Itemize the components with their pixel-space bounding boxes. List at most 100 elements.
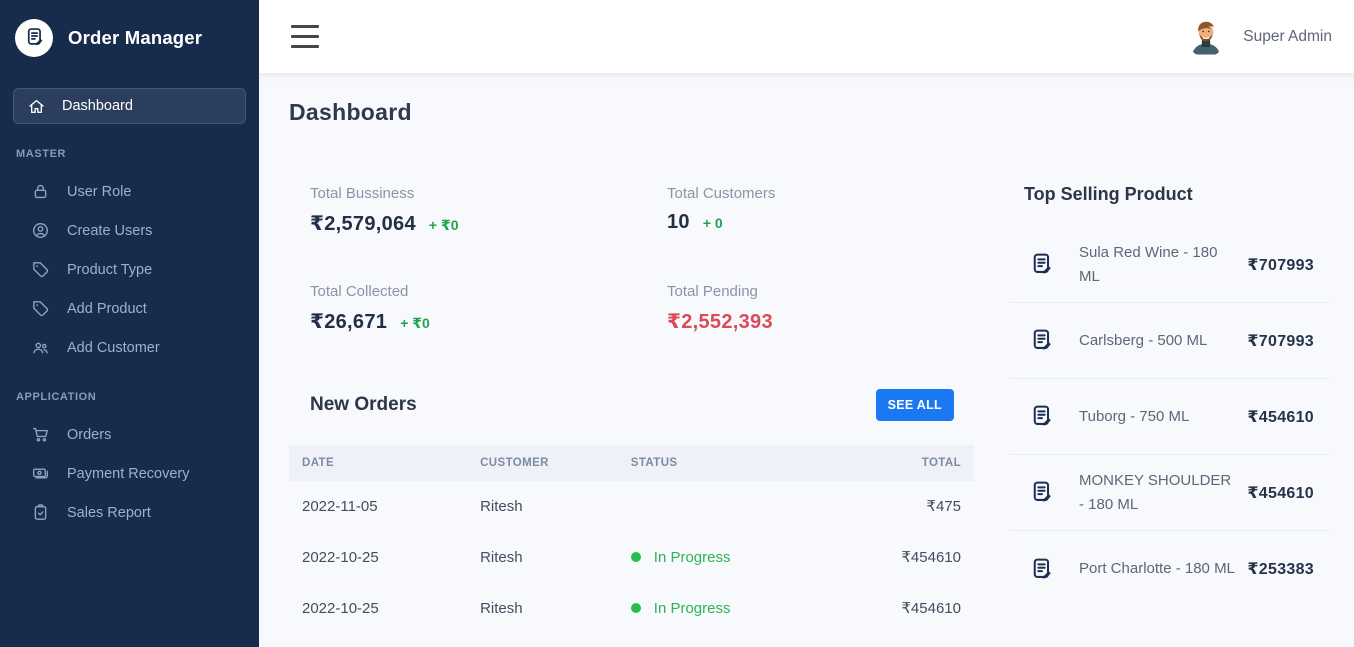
- sidebar-item-label: Sales Report: [67, 504, 151, 521]
- sidebar: Order Manager Dashboard MASTER User Role: [0, 0, 259, 647]
- stat-value: ₹2,579,064: [310, 213, 416, 235]
- sidebar-item-orders[interactable]: Orders: [0, 415, 259, 454]
- brand-title: Order Manager: [68, 26, 203, 48]
- order-total: ₹475: [926, 498, 961, 515]
- sidebar-item-create-users[interactable]: Create Users: [0, 211, 259, 250]
- note-edit-icon: [1028, 403, 1055, 430]
- topbar: Super Admin: [259, 0, 1354, 73]
- status-text: In Progress: [653, 599, 731, 617]
- user-name: Super Admin: [1243, 27, 1332, 45]
- user-menu[interactable]: Super Admin: [1186, 16, 1332, 57]
- sidebar-item-label: Dashboard: [62, 98, 133, 114]
- see-all-button[interactable]: SEE ALL: [875, 389, 954, 421]
- stat-label: Total Collected: [310, 283, 409, 300]
- list-item: Sula Red Wine - 180 ML ₹707993: [1010, 227, 1330, 303]
- home-icon: [27, 97, 46, 116]
- page-title: Dashboard: [289, 99, 412, 125]
- sidebar-item-label: Product Type: [67, 261, 153, 278]
- avatar: [1186, 16, 1227, 57]
- stat-value: ₹26,671: [310, 311, 388, 333]
- sidebar-item-label: Create Users: [67, 222, 153, 239]
- order-date: 2022-10-25: [302, 599, 379, 617]
- list-item: MONKEY SHOULDER - 180 ML ₹454610: [1010, 455, 1330, 531]
- stat-delta: + ₹0: [400, 315, 430, 331]
- product-price: ₹707993: [1247, 332, 1314, 350]
- order-customer: Ritesh: [480, 599, 523, 617]
- list-item: Tuborg - 750 ML ₹454610: [1010, 379, 1330, 455]
- sidebar-item-product-type[interactable]: Product Type: [0, 250, 259, 289]
- product-price: ₹454610: [1247, 408, 1314, 426]
- user-circle-icon: [31, 221, 50, 240]
- order-date: 2022-11-05: [302, 497, 378, 515]
- note-edit-icon: [1028, 556, 1055, 583]
- status-text: In Progress: [653, 548, 731, 566]
- order-total: ₹454610: [901, 549, 961, 566]
- user-group-icon: [31, 338, 50, 357]
- stats-grid: Total Bussiness ₹2,579,064 + ₹0 Total Cu…: [289, 172, 974, 334]
- sidebar-item-label: Add Product: [67, 300, 147, 317]
- product-name: MONKEY SHOULDER - 180 ML: [1079, 472, 1232, 513]
- column-header-status: STATUS: [630, 457, 678, 469]
- column-header-customer: CUSTOMER: [480, 457, 549, 469]
- table-row[interactable]: 2022-10-25 Ritesh In Progress ₹454610: [289, 583, 974, 634]
- product-name: Carlsberg - 500 ML: [1079, 331, 1208, 349]
- section-label-application: APPLICATION: [16, 391, 97, 403]
- table-row[interactable]: 2022-10-25 Ritesh In Progress ₹454610: [289, 532, 974, 583]
- sidebar-item-label: User Role: [67, 183, 132, 200]
- sidebar-item-label: Payment Recovery: [67, 465, 190, 482]
- column-header-date: DATE: [302, 457, 335, 469]
- stat-total-collected: Total Collected ₹26,671 + ₹0: [310, 283, 667, 334]
- sidebar-item-user-role[interactable]: User Role: [0, 172, 259, 211]
- order-status: [618, 481, 824, 532]
- column-header-total: TOTAL: [921, 457, 961, 469]
- top-selling-panel: Top Selling Product Sula Red Wine - 180 …: [1010, 172, 1330, 634]
- brand: Order Manager: [0, 0, 259, 73]
- tag-icon: [31, 260, 50, 279]
- status-dot-icon: [630, 603, 641, 613]
- stat-total-pending: Total Pending ₹2,552,393: [667, 283, 974, 334]
- note-edit-icon: [1028, 251, 1055, 278]
- sidebar-item-label: Add Customer: [67, 339, 160, 356]
- status-dot-icon: [630, 552, 641, 562]
- stat-label: Total Customers: [667, 185, 776, 202]
- stat-delta: + 0: [702, 215, 723, 231]
- product-price: ₹454610: [1247, 484, 1314, 502]
- cash-icon: [31, 464, 50, 483]
- stat-total-bussiness: Total Bussiness ₹2,579,064 + ₹0: [310, 185, 667, 236]
- order-manager-logo-icon: [15, 18, 53, 57]
- sidebar-item-dashboard[interactable]: Dashboard: [13, 88, 246, 124]
- cart-icon: [31, 425, 50, 444]
- sidebar-item-add-product[interactable]: Add Product: [0, 289, 259, 328]
- sidebar-item-sales-report[interactable]: Sales Report: [0, 493, 259, 532]
- table-row[interactable]: 2022-11-05 Ritesh ₹475: [289, 481, 974, 532]
- list-item: Carlsberg - 500 ML ₹707993: [1010, 303, 1330, 379]
- main-area: Super Admin Dashboard Total Bussiness ₹2…: [259, 0, 1354, 647]
- product-price: ₹707993: [1247, 256, 1314, 274]
- tag-icon: [31, 299, 50, 318]
- new-orders-header: New Orders SEE ALL: [289, 389, 974, 421]
- order-date: 2022-10-25: [302, 548, 379, 566]
- hamburger-menu-icon[interactable]: [289, 23, 321, 50]
- order-customer: Ritesh: [480, 548, 523, 566]
- table-header-row: DATE CUSTOMER STATUS TOTAL: [289, 445, 974, 481]
- sidebar-item-label: Orders: [67, 426, 112, 443]
- product-price: ₹253383: [1247, 561, 1314, 578]
- sidebar-item-add-customer[interactable]: Add Customer: [0, 328, 259, 367]
- order-total: ₹454610: [901, 600, 961, 617]
- list-item: Port Charlotte - 180 ML ₹253383: [1010, 531, 1330, 607]
- product-name: Port Charlotte - 180 ML: [1079, 560, 1235, 578]
- stat-value: 10: [667, 211, 690, 233]
- clipboard-check-icon: [31, 503, 50, 522]
- sidebar-item-payment-recovery[interactable]: Payment Recovery: [0, 454, 259, 493]
- note-edit-icon: [1028, 327, 1055, 354]
- stat-total-customers: Total Customers 10 + 0: [667, 185, 974, 236]
- order-customer: Ritesh: [480, 497, 523, 515]
- stat-value: ₹2,552,393: [667, 311, 773, 333]
- top-selling-title: Top Selling Product: [1024, 184, 1193, 204]
- stat-delta: + ₹0: [428, 217, 459, 233]
- orders-table: DATE CUSTOMER STATUS TOTAL 2022-11-05 Ri…: [289, 445, 974, 634]
- stat-label: Total Bussiness: [310, 185, 415, 202]
- section-label-master: MASTER: [16, 148, 67, 160]
- note-edit-icon: [1028, 479, 1055, 506]
